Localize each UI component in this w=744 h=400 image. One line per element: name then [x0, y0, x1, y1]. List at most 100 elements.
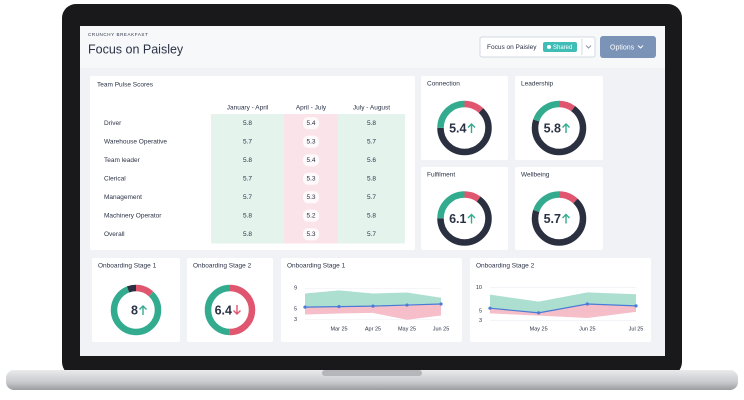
trend-arrow — [139, 305, 147, 315]
gauge-segment — [110, 284, 162, 336]
gauge-segment — [531, 100, 587, 156]
trend-point — [303, 305, 307, 309]
badge-text: Shared — [553, 45, 572, 51]
cell-chip — [303, 135, 319, 148]
trend-point — [371, 304, 375, 308]
view-name: Focus on Paisley — [487, 44, 537, 51]
table-cell: 5.7 — [243, 138, 252, 145]
gauge-card — [421, 167, 508, 250]
gauge-segment — [110, 284, 162, 336]
lower-band — [490, 304, 636, 318]
gauge-value: 6.1 — [449, 212, 466, 226]
trend-point — [439, 302, 443, 306]
gauge-segment — [204, 284, 256, 336]
table-cell: 5.8 — [367, 212, 376, 219]
options-button[interactable] — [600, 36, 656, 58]
gauge-card — [515, 76, 603, 160]
x-tick-label: Mar 25 — [330, 326, 347, 332]
trend-arrow — [233, 305, 241, 315]
table-cell: 5.7 — [367, 194, 376, 201]
x-tick-label: Jul 25 — [629, 326, 644, 332]
table-cell: 5.4 — [306, 120, 315, 127]
table-cell: 5.3 — [306, 175, 315, 182]
gauge-title: Wellbeing — [521, 172, 550, 179]
x-tick-label: Jun 25 — [579, 326, 596, 332]
column-header: April - July — [296, 105, 327, 112]
row-label: Management — [104, 194, 142, 201]
chevron — [637, 45, 644, 49]
trend-point — [337, 305, 341, 309]
shared-icon — [547, 45, 551, 49]
gauge-card — [515, 167, 603, 250]
table-cell: 5.7 — [367, 231, 376, 238]
gauge-value: 5.8 — [544, 121, 561, 135]
trend-line — [489, 303, 637, 314]
table-cell: 5.8 — [243, 212, 252, 219]
y-tick-label: 3 — [294, 317, 297, 323]
cell-chip — [303, 209, 319, 222]
trend-point — [585, 302, 589, 306]
row-label: Clerical — [104, 175, 126, 182]
gauge-segment — [531, 191, 587, 246]
gauge-segment — [531, 100, 587, 156]
table-cell: 5.8 — [243, 157, 252, 164]
table-cell: 5.3 — [306, 194, 315, 201]
column-fill — [338, 114, 405, 244]
row-label: Team leader — [104, 157, 141, 164]
trend-point — [488, 306, 492, 310]
chevron — [585, 45, 592, 49]
trend-arrow — [562, 213, 570, 224]
gauge-segment — [531, 191, 587, 246]
gauge-title: Leadership — [521, 81, 554, 88]
table-title: Team Pulse Scores — [97, 82, 154, 89]
table-cell: 5.8 — [367, 120, 376, 127]
chart-title: Onboarding Stage 1 — [287, 263, 346, 270]
gauge-segment — [437, 191, 492, 246]
y-tick-label: 5 — [294, 307, 297, 313]
y-tick-label: 5 — [479, 308, 482, 314]
chart-title: Onboarding Stage 2 — [476, 263, 535, 270]
table-cell: 5.3 — [306, 138, 315, 145]
trend-point — [634, 304, 638, 308]
table-cell: 5.8 — [243, 231, 252, 238]
y-tick-label: 3 — [479, 318, 482, 324]
column-fill — [211, 114, 284, 244]
table-cell: 5.7 — [243, 194, 252, 201]
cell-chip — [303, 228, 319, 241]
gauge-title: Onboarding Stage 2 — [193, 263, 252, 270]
y-tick-label: 9 — [294, 286, 297, 292]
gauge-segment — [437, 191, 492, 246]
table-cell: 5.4 — [306, 157, 315, 164]
upper-band — [305, 290, 441, 308]
y-tick-label: 10 — [476, 285, 482, 291]
laptop-base — [6, 370, 738, 390]
x-tick-label: Jun 25 — [433, 326, 450, 332]
upper-band — [490, 292, 636, 313]
base-notch — [322, 370, 422, 376]
column-header: July - August — [353, 105, 390, 112]
trend-arrow — [467, 123, 476, 133]
gauge-value: 5.7 — [544, 212, 561, 226]
x-tick-label: May 25 — [530, 326, 548, 332]
table-cell: 5.6 — [367, 157, 376, 164]
gauge-segment — [437, 100, 492, 156]
table-cell: 5.2 — [306, 212, 315, 219]
table-cell: 5.7 — [367, 138, 376, 145]
row-label: Warehouse Operative — [104, 138, 167, 145]
trend-point — [537, 311, 541, 315]
shared-badge — [543, 42, 577, 52]
gauge-title: Fulfilment — [427, 172, 455, 179]
cell-chip — [303, 172, 319, 185]
gauge-title: Onboarding Stage 1 — [98, 263, 157, 270]
row-label: Overall — [104, 231, 125, 238]
column-header: January - April — [227, 105, 269, 112]
cell-chip — [303, 191, 319, 204]
table-cell: 5.7 — [243, 175, 252, 182]
org-label: CRUNCHY BREAKFAST — [88, 32, 148, 37]
gauge-value: 6.4 — [215, 303, 232, 317]
row-label: Machinery Operator — [104, 212, 162, 219]
trend-point — [405, 303, 409, 307]
row-label: Driver — [104, 120, 122, 127]
